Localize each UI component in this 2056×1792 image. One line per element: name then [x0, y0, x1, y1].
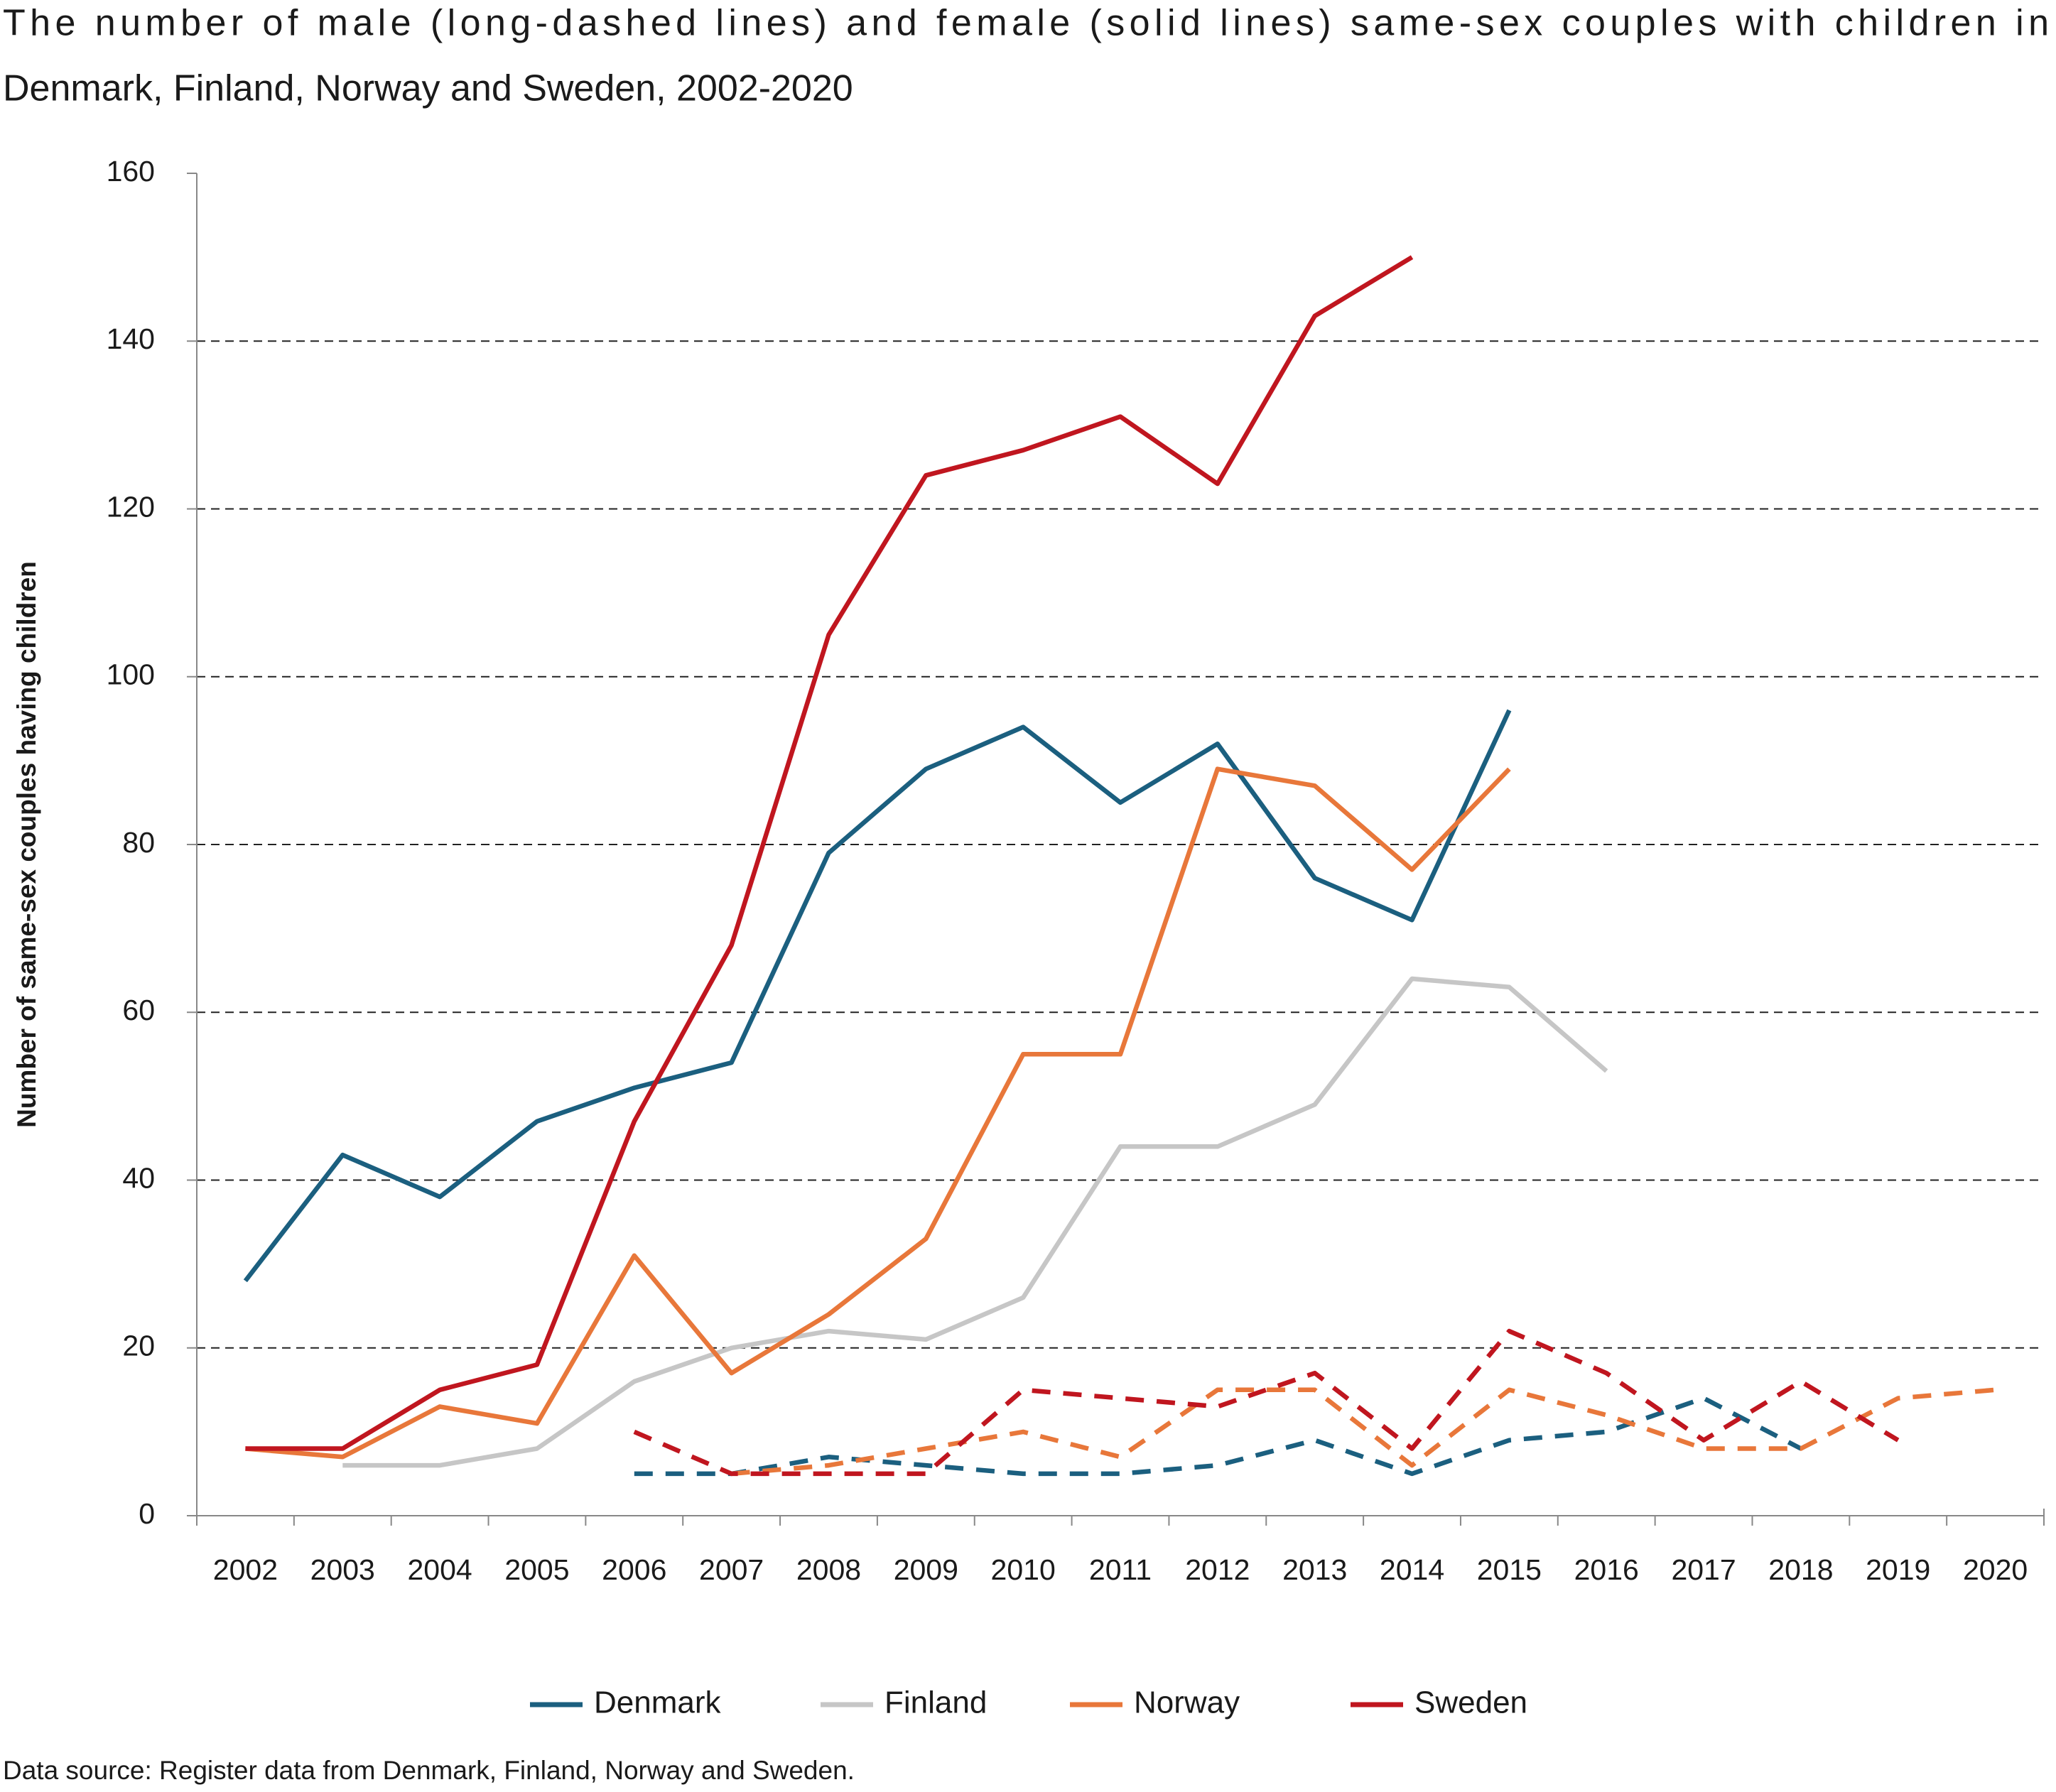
- x-tick-label: 2020: [1963, 1553, 2028, 1586]
- x-tick-label: 2012: [1185, 1553, 1250, 1586]
- legend-label: Sweden: [1414, 1685, 1527, 1720]
- male-line: [633, 1328, 1900, 1477]
- y-axis-label: Number of same-sex couples having childr…: [12, 561, 41, 1128]
- legend-label: Denmark: [594, 1685, 721, 1720]
- x-tick-label: 2008: [796, 1553, 861, 1586]
- x-tick-label: 2006: [602, 1553, 666, 1586]
- x-tick-label: 2013: [1282, 1553, 1347, 1586]
- female-line: [342, 976, 1608, 1468]
- male-line: [634, 1396, 1802, 1477]
- x-tick-label: 2015: [1477, 1553, 1542, 1586]
- source-note: Data source: Register data from Denmark,…: [3, 1756, 855, 1785]
- x-tick-label: 2005: [504, 1553, 569, 1586]
- x-tick-label: 2011: [1089, 1553, 1152, 1586]
- y-tick-label: 140: [107, 322, 155, 355]
- chart-title: Denmark, Finland, Norway and Sweden, 200…: [3, 68, 853, 109]
- x-tick-label: 2018: [1768, 1553, 1833, 1586]
- female-line: [245, 255, 1414, 1451]
- x-tick-label: 2009: [894, 1553, 958, 1586]
- x-tick-label: 2003: [310, 1553, 375, 1586]
- y-tick-label: 120: [107, 490, 155, 523]
- y-tick-label: 60: [122, 994, 155, 1026]
- male-line: [731, 1387, 1996, 1477]
- y-tick-label: 160: [107, 155, 155, 188]
- y-tick-label: 80: [122, 826, 155, 859]
- x-tick-label: 2017: [1671, 1553, 1736, 1586]
- x-tick-label: 2010: [991, 1553, 1056, 1586]
- x-tick-label: 2016: [1574, 1553, 1639, 1586]
- legend-label: Norway: [1134, 1685, 1240, 1720]
- female-line: [245, 766, 1511, 1460]
- x-tick-label: 2002: [213, 1553, 278, 1586]
- x-tick-label: 2014: [1380, 1553, 1444, 1586]
- chart-title: The number of male (long-dashed lines) a…: [3, 3, 2049, 44]
- y-tick-label: 0: [139, 1497, 155, 1530]
- x-tick-label: 2007: [699, 1553, 764, 1586]
- y-tick-label: 40: [122, 1161, 155, 1194]
- y-tick-label: 20: [122, 1330, 155, 1362]
- y-tick-label: 100: [107, 658, 155, 691]
- x-tick-label: 2004: [407, 1553, 472, 1586]
- x-tick-label: 2019: [1866, 1553, 1930, 1586]
- legend-label: Finland: [884, 1685, 987, 1720]
- female-line: [243, 709, 1512, 1283]
